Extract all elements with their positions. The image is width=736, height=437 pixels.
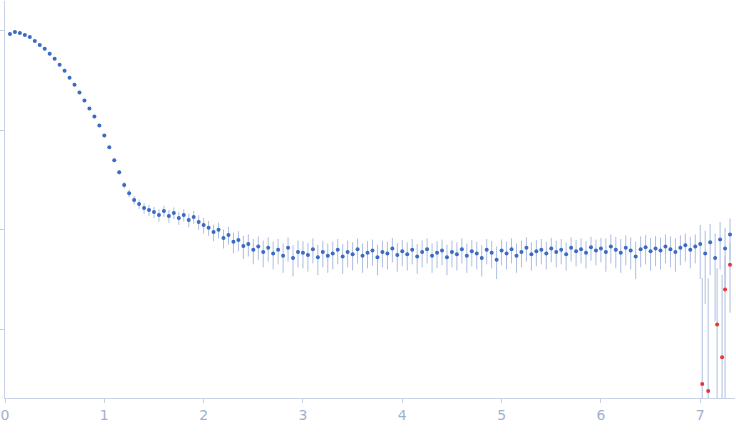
svg-text:1: 1 [100, 407, 109, 423]
svg-text:3: 3 [298, 407, 307, 423]
svg-text:2: 2 [199, 407, 208, 423]
svg-text:5: 5 [497, 407, 506, 423]
svg-text:7: 7 [696, 407, 705, 423]
svg-text:4: 4 [398, 407, 407, 423]
svg-text:0: 0 [1, 407, 10, 423]
svg-text:6: 6 [596, 407, 605, 423]
